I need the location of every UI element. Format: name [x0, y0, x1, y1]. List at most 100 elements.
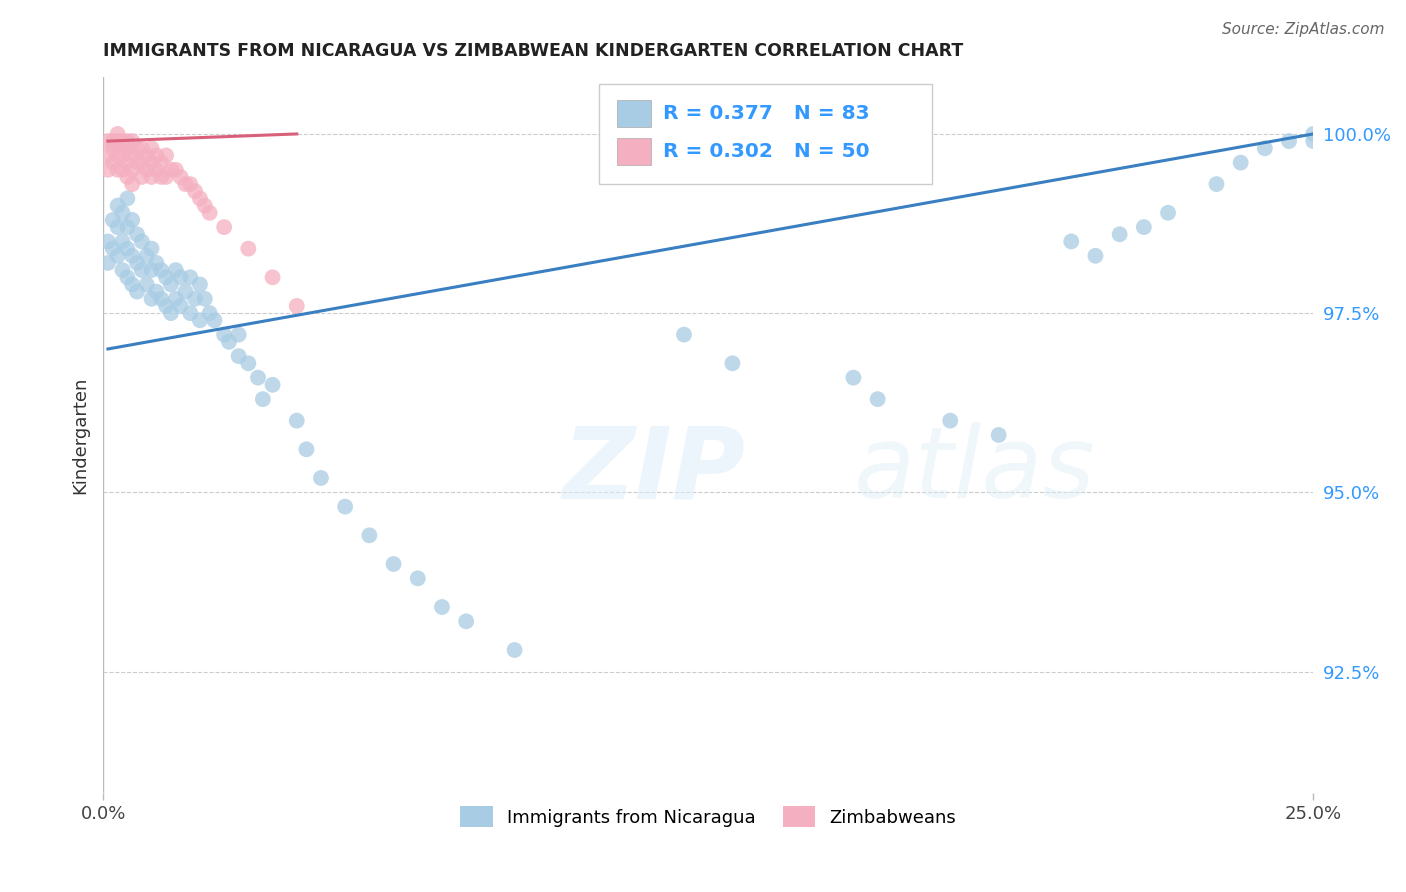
- Point: [97, 162, 120, 177]
- Point: [174, 177, 197, 191]
- Point: [382, 557, 405, 571]
- Point: [238, 356, 260, 370]
- Point: [238, 242, 260, 256]
- Point: [107, 162, 129, 177]
- Point: [218, 334, 240, 349]
- Point: [228, 349, 250, 363]
- Point: [125, 227, 148, 242]
- Point: [107, 127, 129, 141]
- Y-axis label: Kindergarten: Kindergarten: [72, 376, 89, 493]
- Point: [155, 169, 177, 184]
- Point: [150, 169, 173, 184]
- Point: [117, 134, 139, 148]
- Point: [842, 370, 865, 384]
- Point: [987, 428, 1010, 442]
- FancyBboxPatch shape: [617, 137, 651, 165]
- Point: [107, 134, 129, 148]
- Point: [117, 169, 139, 184]
- Point: [179, 177, 201, 191]
- Point: [155, 299, 177, 313]
- Point: [1229, 155, 1251, 169]
- Point: [1302, 134, 1324, 148]
- Point: [107, 249, 129, 263]
- Point: [179, 306, 201, 320]
- Point: [111, 162, 134, 177]
- Point: [117, 155, 139, 169]
- Point: [160, 162, 183, 177]
- Point: [117, 141, 139, 155]
- Point: [1302, 127, 1324, 141]
- Point: [456, 615, 478, 629]
- Point: [262, 270, 284, 285]
- Point: [111, 263, 134, 277]
- Point: [285, 414, 308, 428]
- Point: [145, 256, 167, 270]
- Point: [145, 148, 167, 162]
- Point: [155, 270, 177, 285]
- FancyBboxPatch shape: [617, 100, 651, 127]
- Point: [1060, 235, 1083, 249]
- Point: [125, 155, 148, 169]
- Point: [121, 249, 143, 263]
- Point: [194, 292, 217, 306]
- Point: [121, 148, 143, 162]
- Point: [165, 162, 187, 177]
- Point: [672, 327, 695, 342]
- Point: [97, 235, 120, 249]
- Legend: Immigrants from Nicaragua, Zimbabweans: Immigrants from Nicaragua, Zimbabweans: [453, 799, 963, 835]
- Point: [1254, 141, 1277, 155]
- Point: [503, 643, 526, 657]
- Point: [184, 184, 207, 198]
- Point: [131, 263, 153, 277]
- Point: [131, 155, 153, 169]
- Point: [101, 155, 124, 169]
- Point: [141, 292, 163, 306]
- Point: [866, 392, 889, 406]
- Point: [117, 270, 139, 285]
- Point: [212, 220, 235, 235]
- Point: [141, 169, 163, 184]
- Point: [1205, 177, 1227, 191]
- Text: IMMIGRANTS FROM NICARAGUA VS ZIMBABWEAN KINDERGARTEN CORRELATION CHART: IMMIGRANTS FROM NICARAGUA VS ZIMBABWEAN …: [103, 42, 963, 60]
- Point: [135, 162, 157, 177]
- Point: [212, 327, 235, 342]
- Point: [169, 299, 191, 313]
- Point: [131, 169, 153, 184]
- Point: [101, 141, 124, 155]
- Point: [145, 162, 167, 177]
- Point: [141, 263, 163, 277]
- Point: [101, 242, 124, 256]
- Point: [121, 177, 143, 191]
- Point: [97, 148, 120, 162]
- Point: [150, 263, 173, 277]
- Point: [121, 162, 143, 177]
- Point: [111, 134, 134, 148]
- Point: [141, 155, 163, 169]
- Point: [117, 242, 139, 256]
- Point: [188, 277, 211, 292]
- Point: [111, 235, 134, 249]
- Text: R = 0.302   N = 50: R = 0.302 N = 50: [664, 143, 870, 161]
- Point: [121, 134, 143, 148]
- Point: [111, 206, 134, 220]
- Point: [198, 306, 221, 320]
- Point: [121, 213, 143, 227]
- Text: ZIP: ZIP: [562, 422, 747, 519]
- Point: [101, 213, 124, 227]
- Point: [135, 277, 157, 292]
- Point: [333, 500, 356, 514]
- Point: [97, 134, 120, 148]
- Point: [160, 277, 183, 292]
- Point: [111, 148, 134, 162]
- Point: [131, 141, 153, 155]
- Point: [150, 292, 173, 306]
- Point: [117, 191, 139, 205]
- Point: [430, 599, 453, 614]
- Point: [939, 414, 962, 428]
- Point: [125, 285, 148, 299]
- Point: [97, 256, 120, 270]
- Point: [165, 292, 187, 306]
- Point: [145, 285, 167, 299]
- Point: [295, 442, 318, 457]
- Point: [309, 471, 332, 485]
